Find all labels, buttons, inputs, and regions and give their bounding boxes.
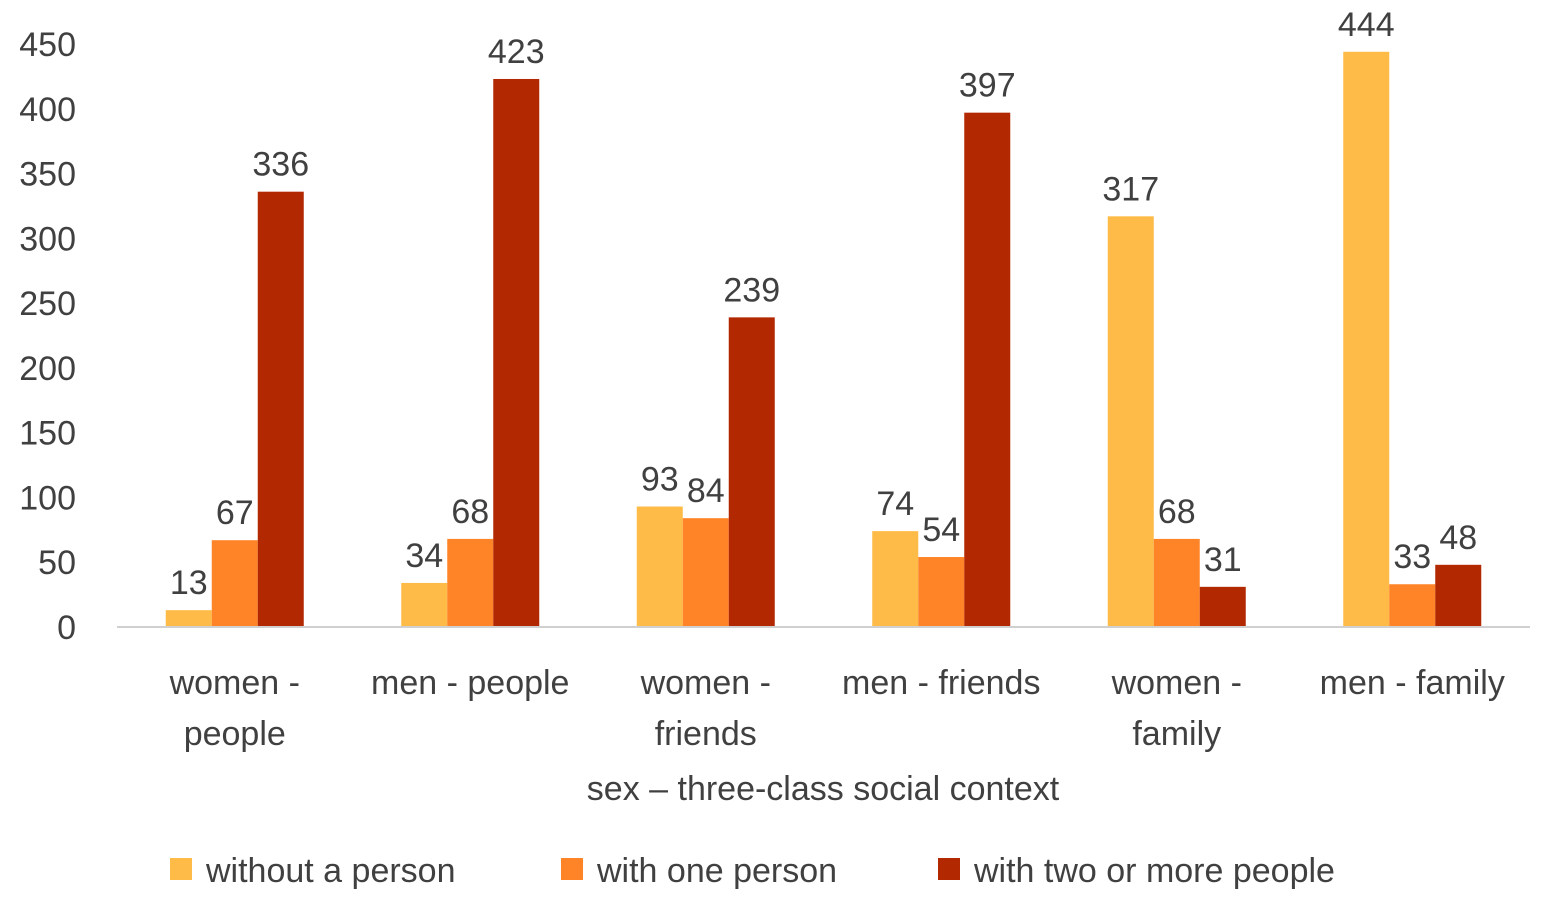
bar [636,506,683,627]
data-label: 48 [1439,519,1477,557]
y-tick-label: 150 [19,415,76,453]
y-tick-label: 100 [19,479,76,517]
x-axis: women - people men - people women - friends m… [169,664,1505,753]
x-category-label: men - family [1320,664,1505,702]
bar [211,540,258,627]
y-tick-label: 350 [19,156,76,194]
data-label: 444 [1338,6,1395,44]
data-label: 68 [1158,493,1196,531]
bar [165,610,212,627]
legend-swatch [938,858,960,880]
x-category-label: women - [640,664,771,702]
bar [1343,51,1390,628]
bar [1107,216,1154,627]
x-category-label: men - people [371,664,569,702]
data-label: 34 [405,537,443,575]
y-tick-label: 400 [19,91,76,129]
data-label: 423 [488,33,545,71]
data-label: 54 [922,511,960,549]
legend-label: without a person [205,852,456,890]
y-tick-label: 300 [19,220,76,258]
bar [918,557,965,627]
bar [257,191,304,627]
x-category-label: family [1132,715,1221,753]
legend-swatch [561,858,583,880]
data-label: 93 [641,461,679,499]
legend-swatch [170,858,192,880]
y-axis: 0 50 100 150 200 250 300 350 400 450 [19,26,76,647]
x-category-label: friends [655,715,757,753]
legend: without a person with one person with two … [170,852,1335,890]
y-tick-label: 200 [19,350,76,388]
legend-label: with two or more people [973,852,1335,890]
x-category-label: men - friends [842,664,1040,702]
data-label: 33 [1393,538,1431,576]
data-label: 336 [252,146,309,184]
bar [1153,538,1200,627]
y-tick-label: 0 [57,609,76,647]
bar [1389,584,1436,627]
x-category-label: people [184,715,286,753]
bar [493,78,540,628]
legend-label: with one person [596,852,837,890]
data-label: 397 [959,67,1016,105]
bar [964,112,1011,628]
bar [1199,586,1246,627]
bar [728,317,775,627]
bar [1435,564,1482,627]
y-tick-label: 250 [19,285,76,323]
bar [401,582,448,627]
y-tick-label: 50 [38,544,76,582]
y-tick-label: 450 [19,26,76,64]
data-labels: 13 34 93 74 317 444 67 68 84 54 68 33 336 423 239 397 31… [170,6,1477,602]
bar [447,538,494,627]
data-label: 31 [1204,541,1242,579]
x-category-label: women - [1111,664,1242,702]
x-axis-title: sex – three-class social context [587,770,1060,808]
bar [682,518,729,627]
x-category-label: women - [169,664,300,702]
data-label: 317 [1102,170,1159,208]
data-label: 67 [216,494,254,532]
bars [165,51,1482,628]
data-label: 68 [451,493,489,531]
bar [872,531,919,627]
data-label: 74 [876,485,914,523]
data-label: 13 [170,564,208,602]
data-label: 84 [687,472,725,510]
data-label: 239 [723,271,780,309]
